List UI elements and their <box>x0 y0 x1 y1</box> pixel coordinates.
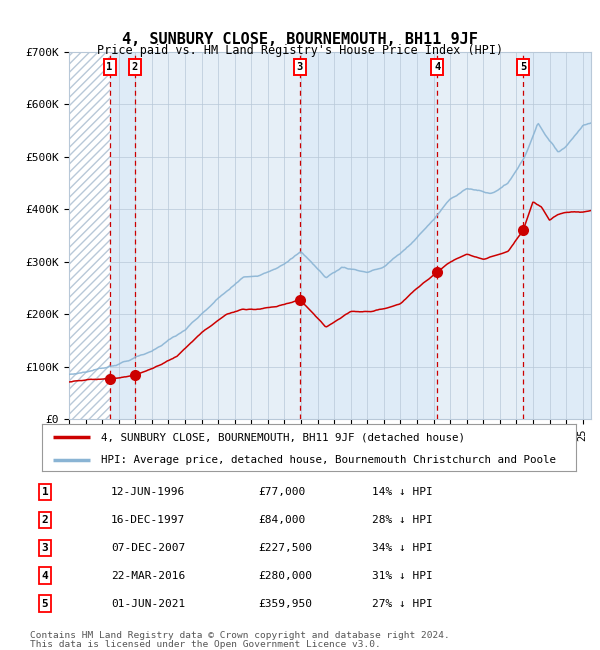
Text: Price paid vs. HM Land Registry's House Price Index (HPI): Price paid vs. HM Land Registry's House … <box>97 44 503 57</box>
Text: £280,000: £280,000 <box>258 571 312 580</box>
Text: £227,500: £227,500 <box>258 543 312 552</box>
Text: £359,950: £359,950 <box>258 599 312 608</box>
Text: 22-MAR-2016: 22-MAR-2016 <box>111 571 185 580</box>
Text: 3: 3 <box>41 543 49 552</box>
Text: 12-JUN-1996: 12-JUN-1996 <box>111 487 185 497</box>
Text: 34% ↓ HPI: 34% ↓ HPI <box>372 543 433 552</box>
Text: 4: 4 <box>434 62 440 72</box>
Text: 28% ↓ HPI: 28% ↓ HPI <box>372 515 433 525</box>
Text: £77,000: £77,000 <box>258 487 305 497</box>
Bar <box>110 52 134 419</box>
Bar <box>523 52 591 419</box>
Bar <box>69 52 110 419</box>
Text: 16-DEC-1997: 16-DEC-1997 <box>111 515 185 525</box>
Text: 3: 3 <box>297 62 303 72</box>
Text: 2: 2 <box>131 62 138 72</box>
Bar <box>300 52 437 419</box>
Bar <box>110 52 591 419</box>
Text: Contains HM Land Registry data © Crown copyright and database right 2024.: Contains HM Land Registry data © Crown c… <box>30 631 450 640</box>
Text: 14% ↓ HPI: 14% ↓ HPI <box>372 487 433 497</box>
Text: 27% ↓ HPI: 27% ↓ HPI <box>372 599 433 608</box>
Text: 4, SUNBURY CLOSE, BOURNEMOUTH, BH11 9JF (detached house): 4, SUNBURY CLOSE, BOURNEMOUTH, BH11 9JF … <box>101 432 465 442</box>
Text: This data is licensed under the Open Government Licence v3.0.: This data is licensed under the Open Gov… <box>30 640 381 649</box>
Text: HPI: Average price, detached house, Bournemouth Christchurch and Poole: HPI: Average price, detached house, Bour… <box>101 456 556 465</box>
Text: 31% ↓ HPI: 31% ↓ HPI <box>372 571 433 580</box>
Text: 5: 5 <box>41 599 49 608</box>
Text: 2: 2 <box>41 515 49 525</box>
Text: 07-DEC-2007: 07-DEC-2007 <box>111 543 185 552</box>
Text: 5: 5 <box>520 62 526 72</box>
Text: 1: 1 <box>106 62 113 72</box>
Text: 4, SUNBURY CLOSE, BOURNEMOUTH, BH11 9JF: 4, SUNBURY CLOSE, BOURNEMOUTH, BH11 9JF <box>122 31 478 47</box>
Text: £84,000: £84,000 <box>258 515 305 525</box>
Text: 4: 4 <box>41 571 49 580</box>
Text: 1: 1 <box>41 487 49 497</box>
Text: 01-JUN-2021: 01-JUN-2021 <box>111 599 185 608</box>
